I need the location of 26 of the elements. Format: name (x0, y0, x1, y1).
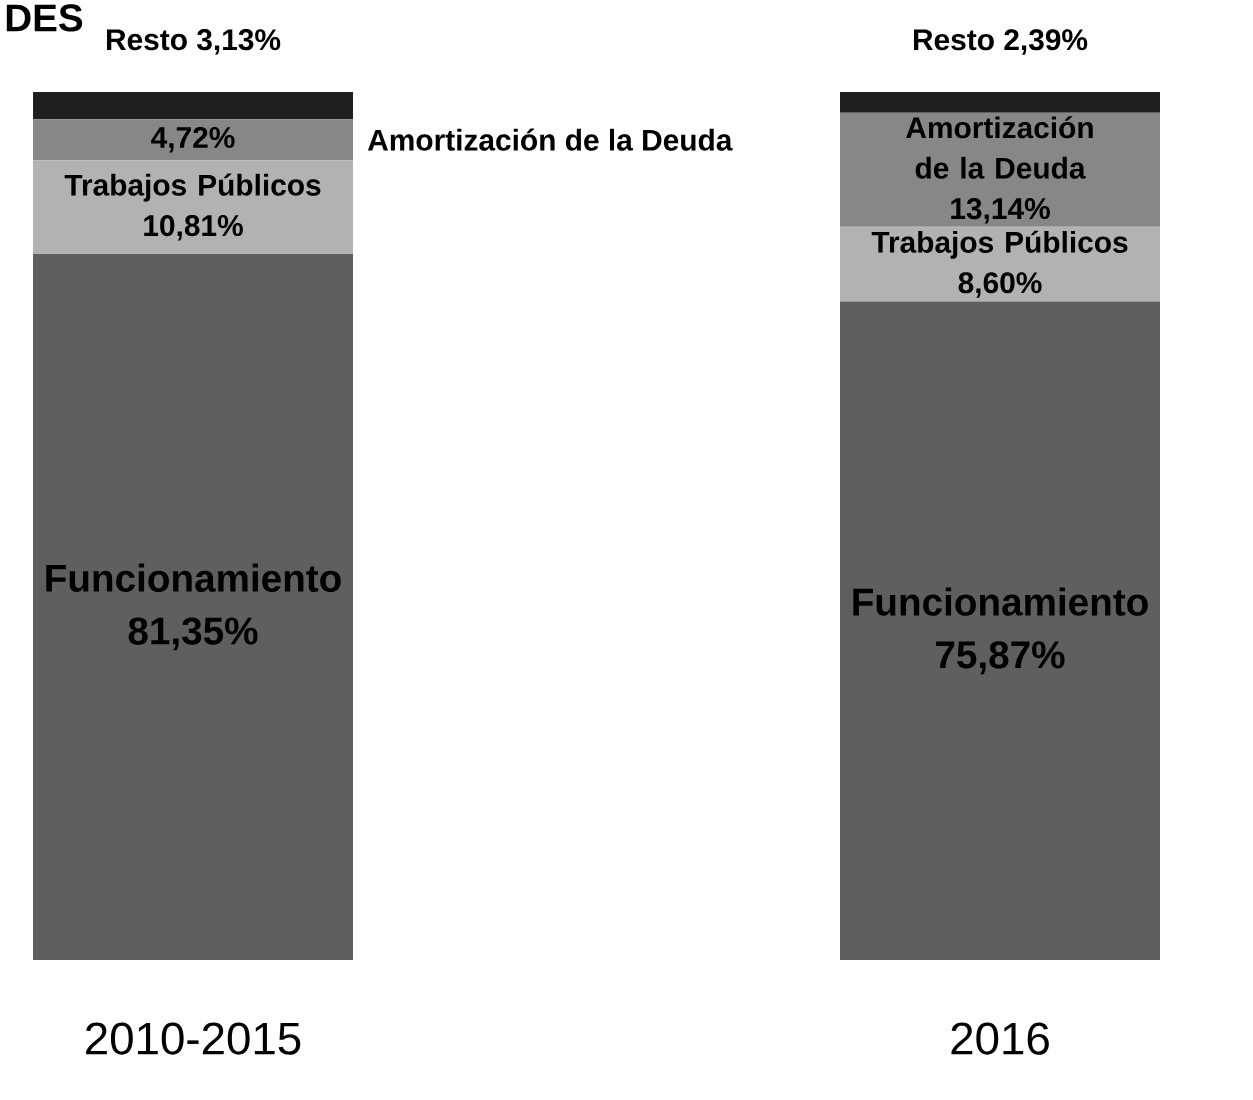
data-label: 75,87% (936, 641, 1065, 675)
text: Amortización de la Deuda (367, 128, 733, 151)
data-label: 8,60% (958, 272, 1042, 298)
x-tick-label: 2010-2015 (86, 1022, 301, 1055)
bar (840, 92, 1160, 113)
x-tick-label: 2016 (951, 1022, 1049, 1055)
bar (33, 119, 353, 161)
text: Resto (913, 29, 994, 51)
data-label: 10,81% (144, 215, 243, 241)
bar (33, 91, 353, 120)
text: Funcionamiento (853, 587, 1148, 616)
data-label: 4,72% (151, 126, 235, 153)
series-label: Resto (106, 29, 187, 51)
series-label: Trabajos Públicos (871, 230, 1128, 259)
data-label: 81,35% (128, 617, 258, 651)
text: Trabajos Públicos (64, 173, 321, 202)
bar (840, 112, 1160, 227)
bar (33, 253, 353, 960)
data-label: 3,13% (196, 29, 281, 55)
data-label: 13,14% (951, 198, 1050, 224)
bar (33, 160, 353, 254)
series-label: Funcionamiento (46, 563, 341, 593)
bar (840, 301, 1160, 960)
series-label: Amortización de la Deuda (906, 116, 1093, 179)
data-label: 2,39% (1004, 29, 1088, 55)
chart-title: DES (6, 4, 83, 32)
